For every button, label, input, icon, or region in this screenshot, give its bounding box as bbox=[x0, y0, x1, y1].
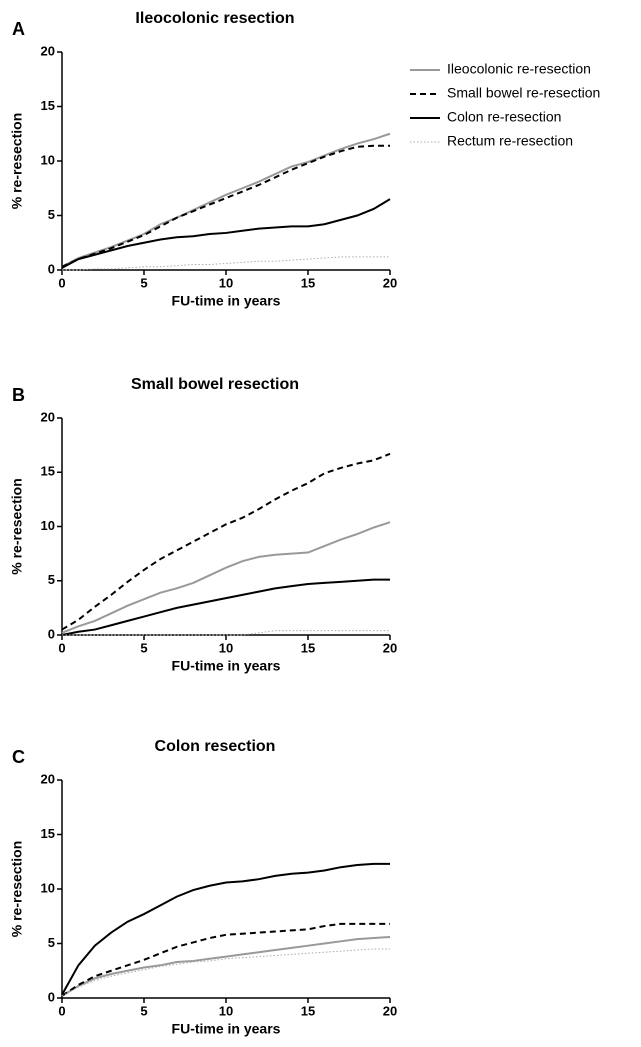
series-line bbox=[62, 630, 390, 636]
x-tick-label: 20 bbox=[383, 275, 397, 290]
legend-label: Colon re-resection bbox=[447, 109, 561, 125]
legend-label: Ileocolonic re-resection bbox=[447, 61, 591, 77]
x-tick-label: 5 bbox=[140, 275, 147, 290]
y-tick-label: 10 bbox=[41, 518, 55, 533]
series-line bbox=[61, 521, 391, 634]
x-tick-label: 10 bbox=[219, 275, 233, 290]
x-tick-label: 5 bbox=[140, 640, 147, 655]
y-axis-label: % re-resection bbox=[9, 113, 25, 209]
x-tick-label: 20 bbox=[383, 1003, 397, 1018]
y-tick-label: 15 bbox=[41, 826, 55, 841]
y-tick-label: 15 bbox=[41, 98, 55, 113]
y-tick-label: 5 bbox=[48, 207, 55, 222]
y-tick-label: 10 bbox=[41, 880, 55, 895]
y-tick-label: 20 bbox=[41, 409, 55, 424]
y-tick-label: 20 bbox=[41, 771, 55, 786]
x-tick-label: 0 bbox=[58, 275, 65, 290]
y-tick-label: 10 bbox=[41, 152, 55, 167]
x-tick-label: 15 bbox=[301, 1003, 315, 1018]
series-line bbox=[61, 935, 391, 997]
chart-title: Ileocolonic resection bbox=[135, 10, 294, 27]
series-line bbox=[61, 948, 390, 997]
x-tick-label: 0 bbox=[58, 640, 65, 655]
x-tick-label: 20 bbox=[383, 640, 397, 655]
x-axis-label: FU-time in years bbox=[172, 1021, 281, 1037]
panel-label: B bbox=[12, 385, 25, 405]
x-axis-label: FU-time in years bbox=[172, 658, 281, 674]
panel-label: A bbox=[12, 19, 25, 39]
series-line bbox=[61, 862, 390, 996]
y-tick-label: 15 bbox=[41, 464, 55, 479]
y-axis-label: % re-resection bbox=[9, 841, 25, 937]
legend-label: Small bowel re-resection bbox=[447, 85, 600, 101]
x-tick-label: 15 bbox=[301, 275, 315, 290]
y-tick-label: 5 bbox=[48, 572, 55, 587]
y-tick-label: 0 bbox=[48, 626, 55, 641]
x-tick-label: 5 bbox=[140, 1003, 147, 1018]
series-line bbox=[61, 578, 390, 636]
panel-label: C bbox=[12, 747, 25, 767]
series-line bbox=[61, 132, 391, 268]
x-tick-label: 10 bbox=[219, 1003, 233, 1018]
series-line bbox=[61, 198, 391, 269]
y-tick-label: 20 bbox=[41, 43, 55, 58]
chart-title: Colon resection bbox=[155, 738, 276, 755]
y-tick-label: 0 bbox=[48, 261, 55, 276]
series-line bbox=[62, 256, 390, 271]
series-line bbox=[61, 922, 390, 997]
x-tick-label: 0 bbox=[58, 1003, 65, 1018]
x-axis-label: FU-time in years bbox=[172, 293, 281, 309]
y-tick-label: 5 bbox=[48, 935, 55, 950]
x-tick-label: 10 bbox=[219, 640, 233, 655]
chart-title: Small bowel resection bbox=[131, 376, 299, 393]
y-axis-label: % re-resection bbox=[9, 478, 25, 574]
legend-label: Rectum re-resection bbox=[447, 133, 573, 149]
series-line bbox=[61, 144, 390, 268]
series-line bbox=[61, 452, 391, 631]
y-tick-label: 0 bbox=[48, 989, 55, 1004]
x-tick-label: 15 bbox=[301, 640, 315, 655]
